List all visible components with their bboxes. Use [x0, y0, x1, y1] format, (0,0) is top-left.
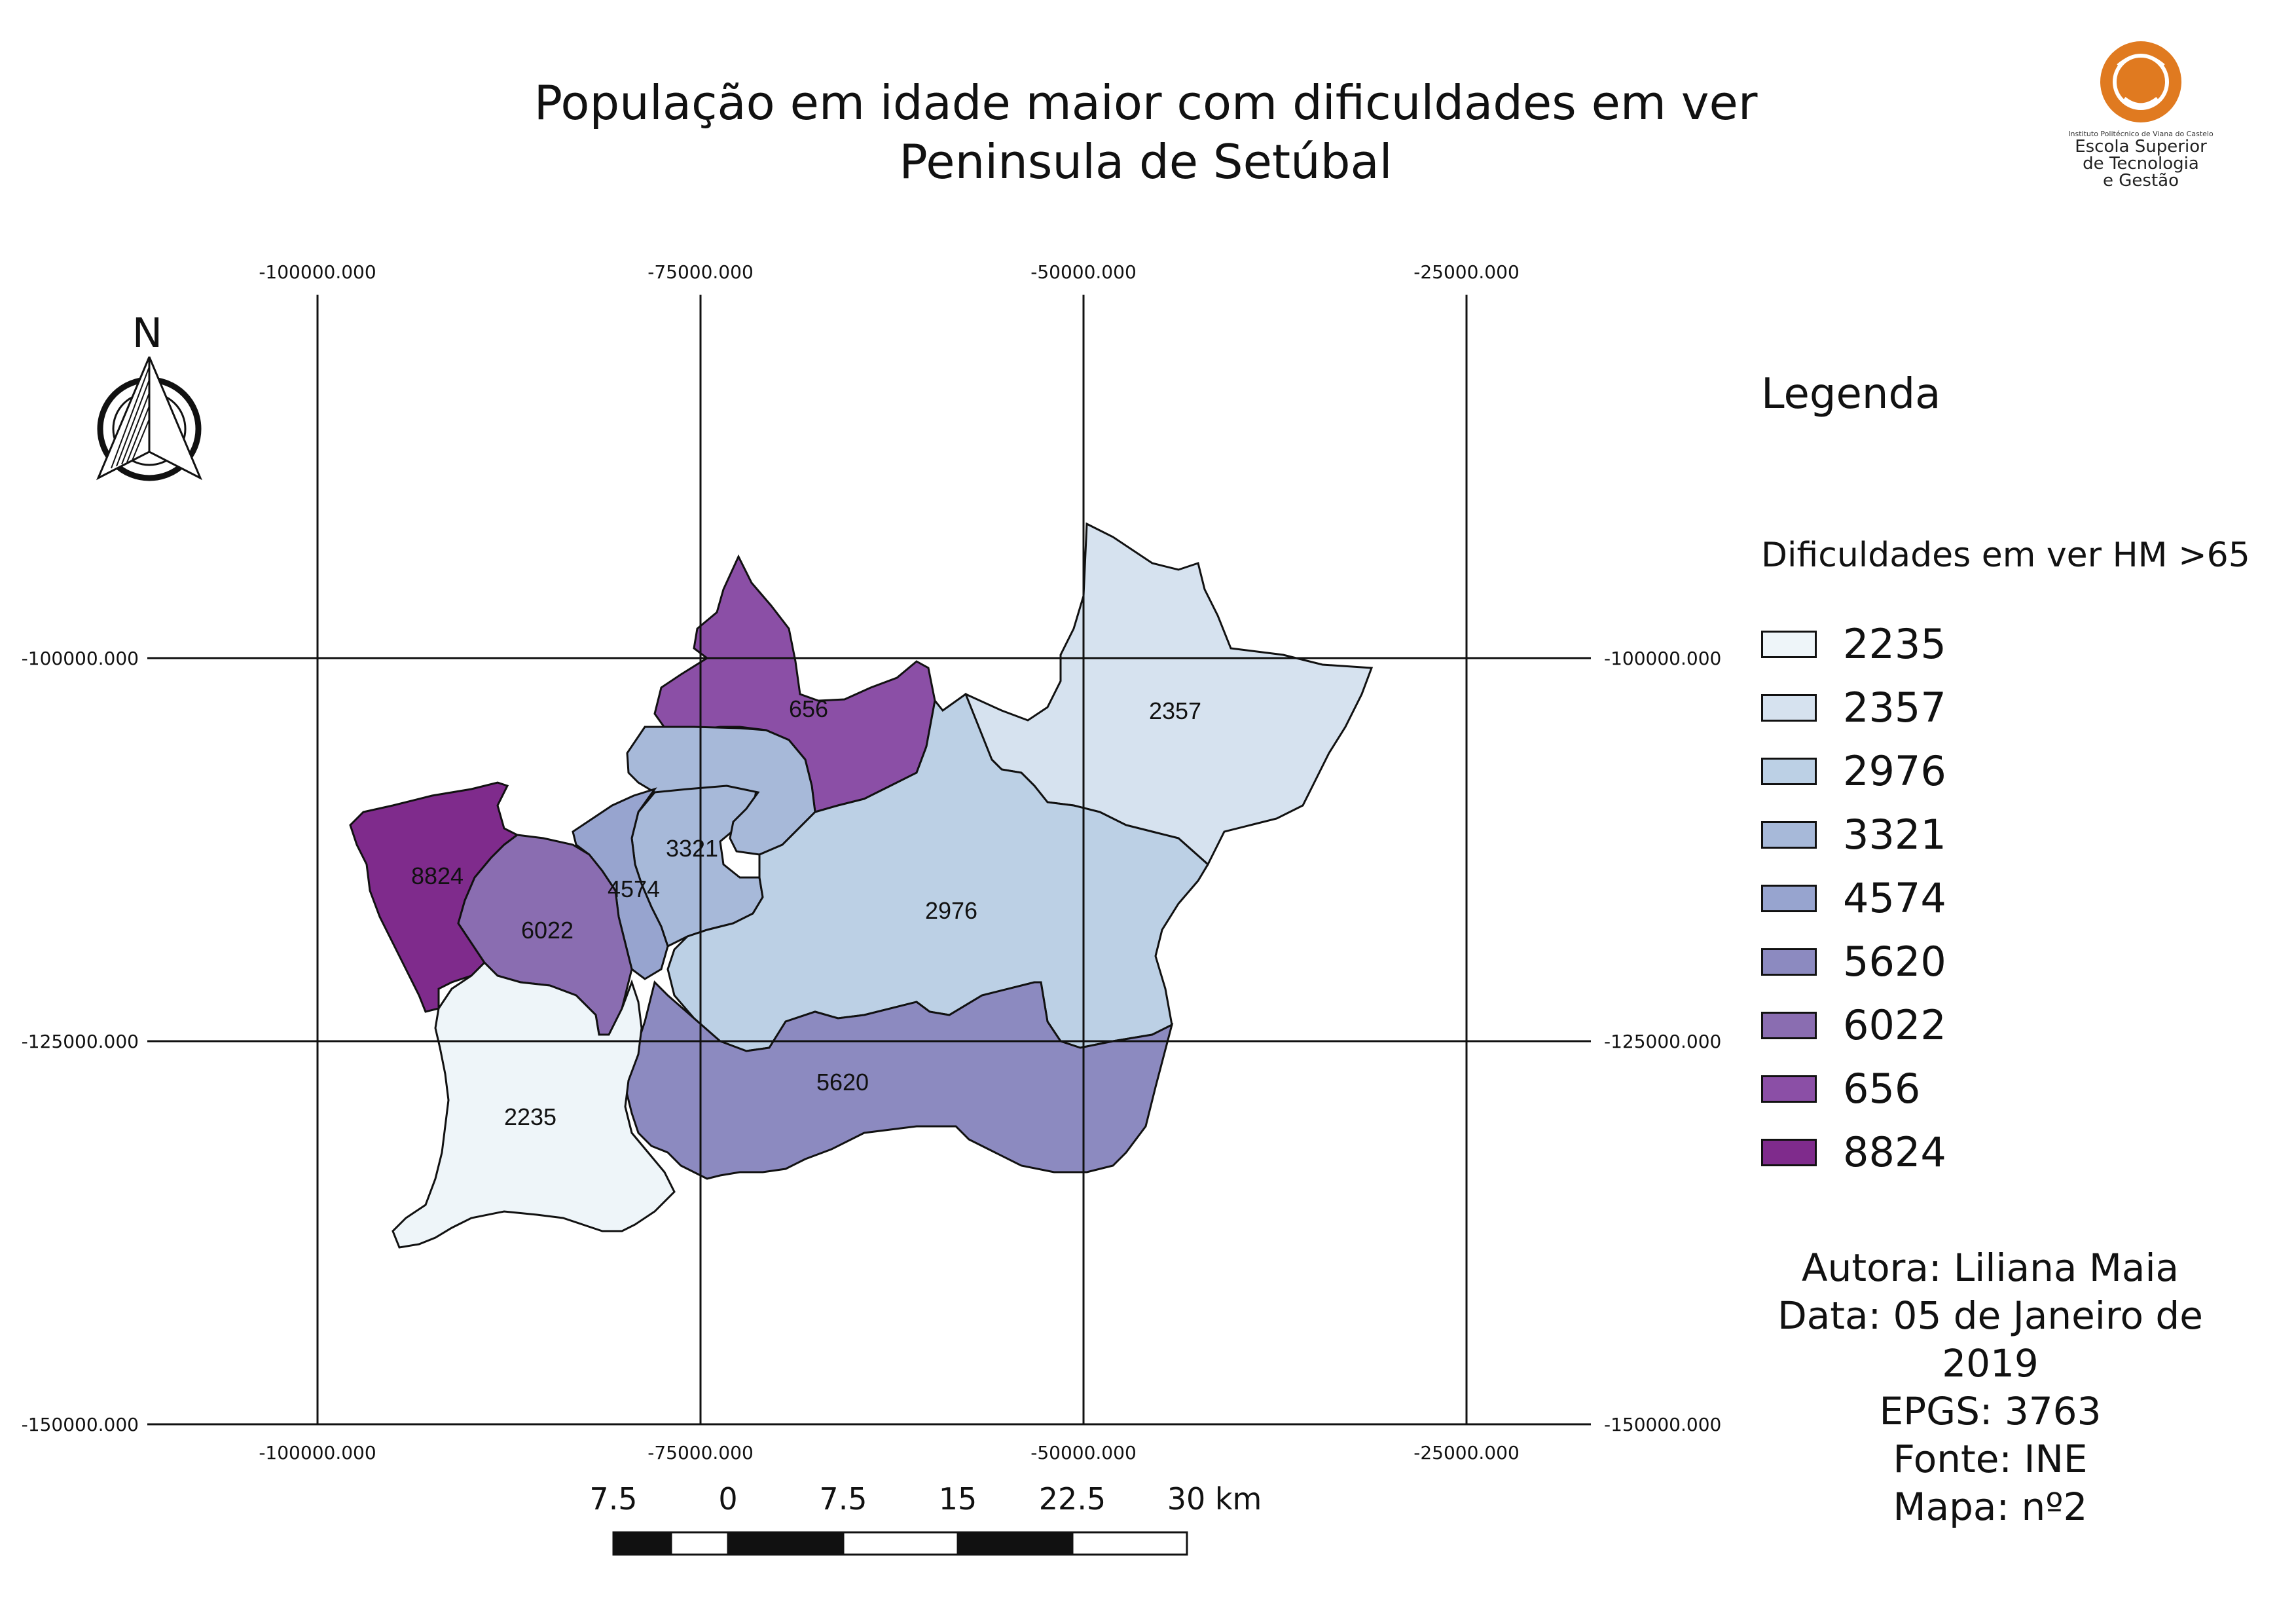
legend-label: 3321	[1843, 811, 1946, 858]
legend-swatch	[1761, 948, 1817, 976]
label-2357: 2357	[1149, 697, 1201, 724]
coord-labels-top: -100000.000 -75000.000 -50000.000 -25000…	[259, 261, 1519, 283]
legend-label: 5620	[1843, 938, 1946, 986]
label-3321: 3321	[666, 835, 718, 862]
legend-label: 2357	[1843, 684, 1946, 731]
region-5620	[624, 980, 1174, 1180]
y-label-left-2: -125000.000	[22, 1031, 139, 1052]
legend-subtitle: Dificuldades em ver HM >65	[1761, 536, 2250, 575]
legend-item: 5620	[1761, 930, 1946, 993]
legend-swatch	[1761, 693, 1817, 722]
region-labels: 656 2357 3321 4574 2976 8824 6022 5620 2…	[411, 695, 1201, 1130]
school-logo: Instituto Politécnico de Viana do Castel…	[2052, 39, 2229, 189]
legend-item: 4574	[1761, 866, 1946, 930]
legend-label: 6022	[1843, 1001, 1946, 1049]
ipvc-logo-icon	[2100, 41, 2181, 122]
legend-swatch	[1761, 821, 1817, 849]
region-2235	[392, 961, 676, 1249]
x-label-top-4: -25000.000	[1413, 261, 1520, 283]
x-label-bottom-3: -50000.000	[1030, 1442, 1137, 1464]
date-text-line2: 2019	[1942, 1341, 2039, 1386]
school-name-line3: e Gestão	[2103, 171, 2179, 191]
label-2235: 2235	[504, 1103, 556, 1130]
y-label-left-3: -150000.000	[22, 1414, 139, 1435]
coord-labels-right: -100000.000 -125000.000 -150000.000	[1604, 648, 1721, 1435]
legend-label: 2976	[1843, 747, 1946, 795]
legend-item: 2235	[1761, 612, 1946, 676]
legend-item: 6022	[1761, 993, 1946, 1057]
x-label-bottom-4: -25000.000	[1413, 1442, 1520, 1464]
legend-item: 8824	[1761, 1120, 1946, 1184]
legend-label: 8824	[1843, 1128, 1946, 1176]
label-656: 656	[789, 695, 828, 722]
legend-label: 2235	[1843, 620, 1946, 668]
legend-label: 656	[1843, 1065, 1921, 1113]
scale-label-1: 7.5	[589, 1481, 637, 1517]
author-text: Autora: Liliana Maia	[1801, 1246, 2179, 1290]
region-4574	[572, 787, 669, 980]
label-2976: 2976	[925, 897, 977, 924]
institute-name: Instituto Politécnico de Viana do Castel…	[2068, 130, 2214, 138]
legend-swatch	[1761, 884, 1817, 912]
legend-item: 656	[1761, 1057, 1946, 1120]
graticule	[147, 295, 1591, 1426]
scale-label-6: 30 km	[1167, 1481, 1262, 1517]
scale-label-5: 22.5	[1039, 1481, 1106, 1517]
y-label-right-3: -150000.000	[1604, 1414, 1721, 1435]
legend-item: 2357	[1761, 676, 1946, 739]
x-label-top-1: -100000.000	[259, 261, 376, 283]
date-text-line1: Data: 05 de Janeiro de	[1777, 1293, 2203, 1338]
y-label-right-1: -100000.000	[1604, 648, 1721, 669]
coord-labels-bottom: -100000.000 -75000.000 -50000.000 -25000…	[259, 1442, 1519, 1464]
label-8824: 8824	[411, 862, 464, 889]
x-label-top-2: -75000.000	[647, 261, 754, 283]
coord-labels-left: -100000.000 -125000.000 -150000.000	[22, 648, 139, 1435]
y-label-right-2: -125000.000	[1604, 1031, 1721, 1052]
map-title-line2: Peninsula de Setúbal	[899, 134, 1393, 189]
school-name-line2: de Tecnologia	[2083, 154, 2199, 174]
legend-title: Legenda	[1761, 370, 1941, 418]
map-number-text: Mapa: nº2	[1893, 1485, 2088, 1529]
map-title-line1: População em idade maior com dificuldade…	[534, 75, 1758, 130]
map-info: Autora: Liliana Maia Data: 05 de Janeiro…	[1761, 1244, 2219, 1531]
scale-bar: 7.5 0 7.5 15 22.5 30 km	[589, 1481, 1262, 1556]
x-label-top-3: -50000.000	[1030, 261, 1137, 283]
north-arrow-icon: N	[96, 309, 202, 481]
legend-swatch	[1761, 1011, 1817, 1039]
x-label-bottom-2: -75000.000	[647, 1442, 754, 1464]
label-4574: 4574	[608, 876, 660, 902]
y-label-left-1: -100000.000	[22, 648, 139, 669]
legend-swatch	[1761, 1138, 1817, 1166]
legend-list: 2235 2357 2976 3321 4574 5620 6022 656 8…	[1761, 612, 1946, 1184]
legend-item: 3321	[1761, 803, 1946, 866]
epsg-text: EPGS: 3763	[1879, 1389, 2102, 1433]
x-label-bottom-1: -100000.000	[259, 1442, 376, 1464]
legend-swatch	[1761, 630, 1817, 658]
school-name-line1: Escola Superior	[2075, 137, 2207, 157]
source-text: Fonte: INE	[1893, 1437, 2088, 1481]
label-5620: 5620	[816, 1069, 869, 1096]
scale-label-3: 7.5	[819, 1481, 867, 1517]
scale-label-2: 0	[718, 1481, 737, 1517]
scale-label-4: 15	[939, 1481, 977, 1517]
legend-item: 2976	[1761, 739, 1946, 803]
legend-swatch	[1761, 757, 1817, 785]
north-letter: N	[132, 309, 162, 357]
label-6022: 6022	[521, 917, 574, 944]
legend-swatch	[1761, 1075, 1817, 1103]
region-3321-north	[626, 726, 816, 856]
legend-label: 4574	[1843, 874, 1946, 922]
regions-layer	[349, 522, 1374, 1249]
